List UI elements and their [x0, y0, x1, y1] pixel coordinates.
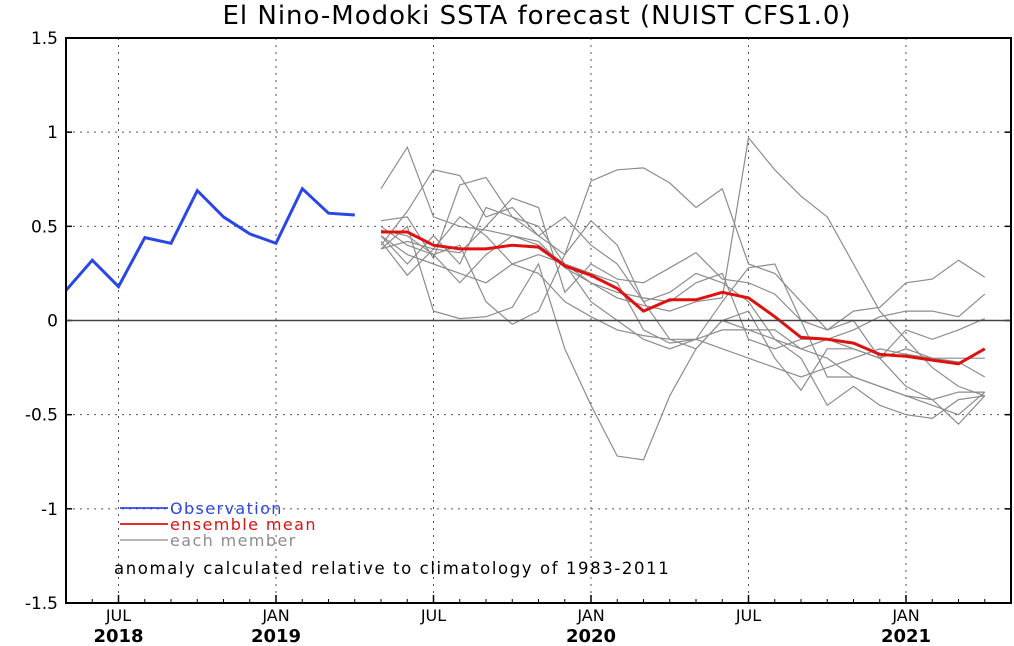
legend-label-ensemble-mean: ensemble mean [170, 515, 317, 534]
member-series-group [380, 136, 986, 461]
member-series-line [380, 216, 986, 378]
plot-frame [65, 37, 1012, 604]
member-series-line [380, 176, 986, 416]
ensemble-mean-series-group [381, 230, 986, 366]
member-series-line [380, 235, 985, 359]
x-tick-year-label: 2021 [881, 626, 931, 646]
x-tick-year-label: 2019 [251, 626, 301, 646]
member-series-line [380, 225, 986, 350]
member-series-line [380, 136, 986, 397]
legend-label-member: each member [170, 531, 297, 550]
x-tick-month-label: JAN [576, 606, 604, 625]
y-tick-label: 1 [47, 123, 58, 143]
x-tick-month-label: JAN [261, 606, 289, 625]
x-tick-month-label: JAN [891, 606, 919, 625]
x-tick-year-label: 2018 [93, 626, 143, 646]
y-tick-label: -0.5 [25, 406, 58, 426]
y-tick-label: 0.5 [31, 217, 58, 237]
y-tick-label: 0 [47, 312, 58, 332]
observation-series-line [64, 186, 355, 292]
member-series-line [380, 167, 986, 425]
y-tick-label: 1.5 [31, 29, 58, 49]
member-series-line [380, 206, 985, 420]
member-series-line [380, 225, 985, 461]
y-tick-label: -1 [41, 500, 58, 520]
y-tick-label: -1.5 [25, 594, 58, 614]
observation-series-group [64, 186, 355, 292]
x-tick-month-label: JUL [735, 606, 761, 625]
annotation: anomaly calculated relative to climatolo… [114, 559, 670, 578]
x-tick-month-label: JUL [105, 606, 131, 625]
grid-lines [66, 38, 1011, 603]
ensemble-mean-series-line [381, 230, 986, 366]
x-tick-year-label: 2020 [566, 626, 616, 646]
x-tick-month-label: JUL [420, 606, 446, 625]
legend-label-observation: Observation [170, 499, 283, 518]
chart-title: El Nino-Modoki SSTA forecast (NUIST CFS1… [222, 1, 851, 31]
member-series-line [380, 197, 986, 331]
member-series-line [380, 219, 986, 392]
